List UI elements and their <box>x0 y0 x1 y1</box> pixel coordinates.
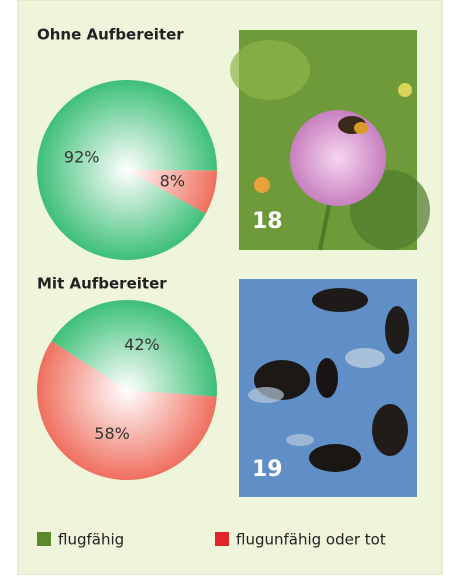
page: Ohne Aufbereiter Mit Aufbereiter 18 19 f… <box>0 0 450 575</box>
pie-slice <box>37 80 217 260</box>
legend-label: flugunfähig oder tot <box>236 531 386 549</box>
chart-title: Mit Aufbereiter <box>37 275 167 293</box>
slice-label: 8% <box>160 171 185 190</box>
slice-label: 58% <box>94 424 130 443</box>
legend-swatch <box>37 532 51 546</box>
legend-swatch <box>215 532 229 546</box>
figure-number: 18 <box>252 209 283 234</box>
legend-label: flugfähig <box>58 531 124 549</box>
photo: 19 <box>239 279 417 497</box>
chart-title: Ohne Aufbereiter <box>37 26 184 44</box>
figure-number: 19 <box>252 457 283 482</box>
slice-label: 42% <box>124 335 160 354</box>
slice-label: 92% <box>64 148 100 167</box>
photo: 18 <box>230 30 430 250</box>
